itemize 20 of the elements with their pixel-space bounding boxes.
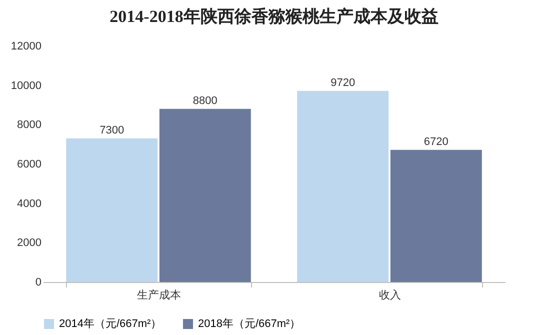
- data-label: 8800: [192, 94, 218, 107]
- bar: [66, 138, 158, 282]
- y-tick-label: 0: [35, 276, 42, 288]
- data-label: 9720: [330, 76, 356, 89]
- y-tick-label: 4000: [17, 198, 42, 210]
- y-tick-label: 6000: [17, 158, 42, 170]
- y-tick-label: 12000: [10, 40, 42, 52]
- x-tick-label: 生产成本: [137, 288, 181, 302]
- legend-label: 2014年（元/667m²）: [59, 318, 162, 330]
- bar: [159, 108, 251, 282]
- data-label: 6720: [424, 136, 448, 148]
- legend-label: 2018年（元/667m²）: [198, 318, 301, 330]
- bar: [297, 90, 389, 282]
- data-label: 7300: [100, 124, 124, 136]
- bar: [390, 150, 482, 282]
- y-tick-label: 8000: [17, 119, 42, 132]
- chart-title: 2014-2018年陕西徐香猕猴桃生产成本及收益: [110, 7, 438, 26]
- x-tick-label: 收入: [379, 288, 401, 302]
- y-tick-label: 10000: [10, 80, 42, 92]
- y-tick-label: 2000: [17, 237, 42, 250]
